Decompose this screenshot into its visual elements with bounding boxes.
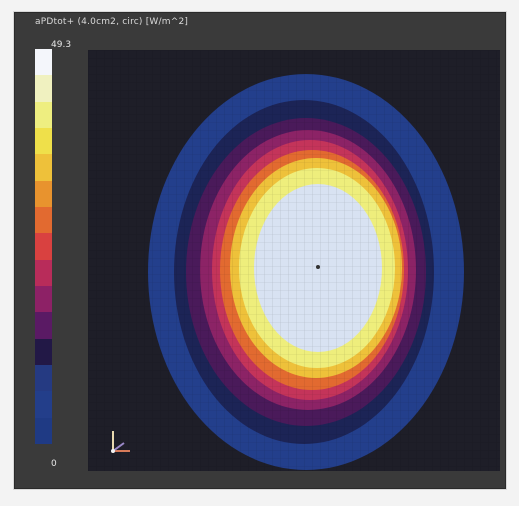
scale-min-label: 0 <box>51 459 57 469</box>
color-scale-segment-9 <box>35 285 52 313</box>
mesh-grid <box>88 50 500 471</box>
color-scale-segment-14 <box>35 417 52 444</box>
field-viewer-panel: aPDtot+ (4.0cm2, circ) [W/m^2] 49.3 0 <box>14 12 506 489</box>
color-scale-segment-11 <box>35 338 52 365</box>
xyz-axes-icon <box>111 431 130 453</box>
field-distribution-svg <box>88 50 500 471</box>
color-scale-segment-1 <box>35 75 52 102</box>
color-scale-segment-0 <box>35 49 52 76</box>
color-scale-segment-6 <box>35 206 52 234</box>
color-scale-segment-4 <box>35 154 52 181</box>
peak-marker <box>316 265 320 269</box>
quantity-title: aPDtot+ (4.0cm2, circ) [W/m^2] <box>35 17 189 27</box>
color-scale-segment-5 <box>35 180 52 207</box>
color-scale-segment-10 <box>35 312 52 339</box>
scale-max-label: 49.3 <box>51 40 72 50</box>
color-scale-segment-7 <box>35 233 52 260</box>
color-scale-bar <box>35 49 52 444</box>
color-scale-segment-8 <box>35 259 52 286</box>
color-scale-segment-3 <box>35 127 52 155</box>
color-scale-segment-2 <box>35 101 52 128</box>
color-scale-segment-12 <box>35 364 52 392</box>
color-scale-segment-13 <box>35 391 52 418</box>
field-plot-area[interactable] <box>88 50 500 471</box>
